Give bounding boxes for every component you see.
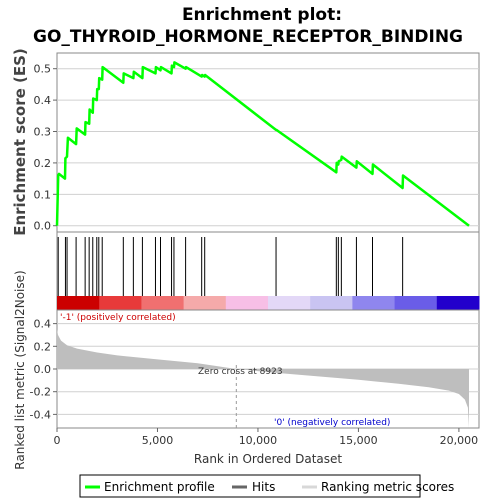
chart-title-line2: GO_THYROID_HORMONE_RECEPTOR_BINDING xyxy=(33,27,463,47)
enrichment-grid xyxy=(57,68,479,227)
metric-panel: '-1' (positively correlated) '0' (negati… xyxy=(13,270,480,470)
x-axis-label: Rank in Ordered Dataset xyxy=(194,452,342,466)
heatbar-segment xyxy=(57,296,100,310)
ranking-metric-area xyxy=(57,329,469,428)
metric-y-tick-label: 0.0 xyxy=(34,363,52,376)
heatbar-segment xyxy=(225,296,269,310)
metric-x-ticks: 0 5,000 10,000 15,000 20,000 xyxy=(54,428,479,447)
heatbar-segment xyxy=(436,296,480,310)
enrichment-panel: 0.0 0.1 0.2 0.3 0.4 0.5 Enrichment score (ES) xyxy=(11,48,480,236)
enrichment-y-tick-label: 0.5 xyxy=(34,63,52,76)
heatbar-segment xyxy=(268,296,311,310)
metric-y-tick-label: -0.4 xyxy=(30,408,51,421)
x-tick-label: 15,000 xyxy=(339,434,378,447)
legend-profile-label: Enrichment profile xyxy=(104,480,215,494)
enrichment-y-axis-label: Enrichment score (ES) xyxy=(11,48,29,236)
enrichment-y-ticks: 0.0 0.1 0.2 0.3 0.4 0.5 xyxy=(34,63,57,233)
hit-lines xyxy=(57,237,404,296)
heatbar-segment xyxy=(310,296,353,310)
x-tick-label: 0 xyxy=(54,434,61,447)
heatbar-segment xyxy=(183,296,227,310)
enrichment-y-tick-label: 0.2 xyxy=(34,157,52,170)
enrichment-y-tick-label: 0.4 xyxy=(34,94,52,107)
negative-correlation-label: '0' (negatively correlated) xyxy=(274,418,390,428)
enrichment-y-tick-label: 0.3 xyxy=(34,126,52,139)
legend-ranking-label: Ranking metric scores xyxy=(321,480,454,494)
enrichment-profile-line xyxy=(55,61,470,227)
chart-title-line1: Enrichment plot: xyxy=(182,5,342,25)
legend: Enrichment profile Hits Ranking metric s… xyxy=(79,474,454,498)
legend-hits-label: Hits xyxy=(252,480,275,494)
enrichment-y-tick-label: 0.1 xyxy=(34,188,52,201)
x-tick-label: 20,000 xyxy=(440,434,479,447)
enrichment-y-tick-label: 0.0 xyxy=(34,220,52,233)
zero-cross-label: Zero cross at 8923 xyxy=(198,367,283,377)
metric-y-tick-label: 0.2 xyxy=(34,340,52,353)
metric-y-axis-label: Ranked list metric (Signal2Noise) xyxy=(13,270,27,469)
heatbar-segment xyxy=(352,296,396,310)
legend-box xyxy=(79,474,421,498)
heatbar-segment xyxy=(141,296,185,310)
x-tick-label: 10,000 xyxy=(239,434,278,447)
hits-panel xyxy=(56,231,480,311)
metric-y-ticks: 0.4 0.2 0.0 -0.2 -0.4 xyxy=(30,318,57,421)
heatbar-segment xyxy=(394,296,438,310)
positive-correlation-label: '-1' (positively correlated) xyxy=(60,313,176,323)
heatbar-segment xyxy=(99,296,142,310)
ranking-heatbar xyxy=(57,296,480,310)
enrichment-plot-frame xyxy=(56,52,480,233)
metric-y-tick-label: -0.2 xyxy=(30,386,51,399)
metric-y-tick-label: 0.4 xyxy=(34,318,52,331)
x-tick-label: 5,000 xyxy=(142,434,174,447)
